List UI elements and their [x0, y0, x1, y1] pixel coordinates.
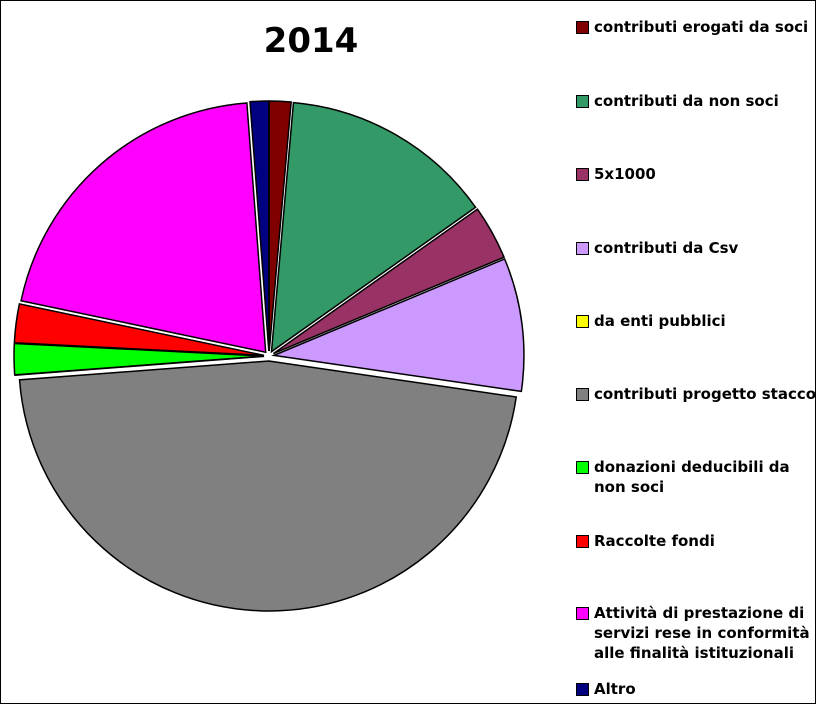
legend-label: contributi da Csv: [594, 239, 739, 257]
legend-swatch: [576, 168, 589, 181]
pie-slice: [249, 100, 270, 352]
legend-swatch: [576, 461, 589, 474]
legend-swatch: [576, 21, 589, 34]
legend-label: Attività di prestazione di servizi rese …: [594, 604, 810, 662]
chart-title: 2014: [263, 21, 359, 61]
legend-item: contributi progetto stacco: [576, 384, 816, 404]
legend-swatch: [576, 535, 589, 548]
legend-item: Raccolte fondi: [576, 531, 815, 551]
legend-label: da enti pubblici: [594, 312, 726, 330]
legend-item: contributi da non soci: [576, 91, 815, 111]
legend-label: contributi erogati da soci: [594, 18, 809, 36]
pie-slice: [271, 257, 525, 393]
pie-slice: [272, 208, 506, 355]
legend-swatch: [576, 95, 589, 108]
legend-label: contributi progetto stacco: [594, 385, 816, 403]
legend-label: contributi da non soci: [594, 92, 779, 110]
legend-label: donazioni deducibili da non soci: [594, 458, 790, 496]
legend-item: 5x1000: [576, 164, 815, 184]
legend-item: donazioni deducibili da non soci: [576, 457, 815, 497]
legend-label: Altro: [594, 680, 636, 698]
legend-item: da enti pubblici: [576, 311, 815, 331]
pie-slice: [270, 101, 477, 354]
legend-item: Attività di prestazione di servizi rese …: [576, 603, 815, 663]
legend-swatch: [576, 388, 589, 401]
legend-swatch: [576, 242, 589, 255]
legend-swatch: [576, 683, 589, 696]
pie-slice: [13, 303, 265, 357]
legend-item: Altro: [576, 679, 815, 699]
pie-slice: [18, 360, 518, 612]
legend-swatch: [576, 607, 589, 620]
legend-swatch: [576, 315, 589, 328]
legend-label: Raccolte fondi: [594, 532, 715, 550]
legend-item: contributi da Csv: [576, 238, 815, 258]
pie-slice: [20, 102, 267, 354]
legend-label: 5x1000: [594, 165, 656, 183]
legend-item: contributi erogati da soci: [576, 17, 815, 37]
